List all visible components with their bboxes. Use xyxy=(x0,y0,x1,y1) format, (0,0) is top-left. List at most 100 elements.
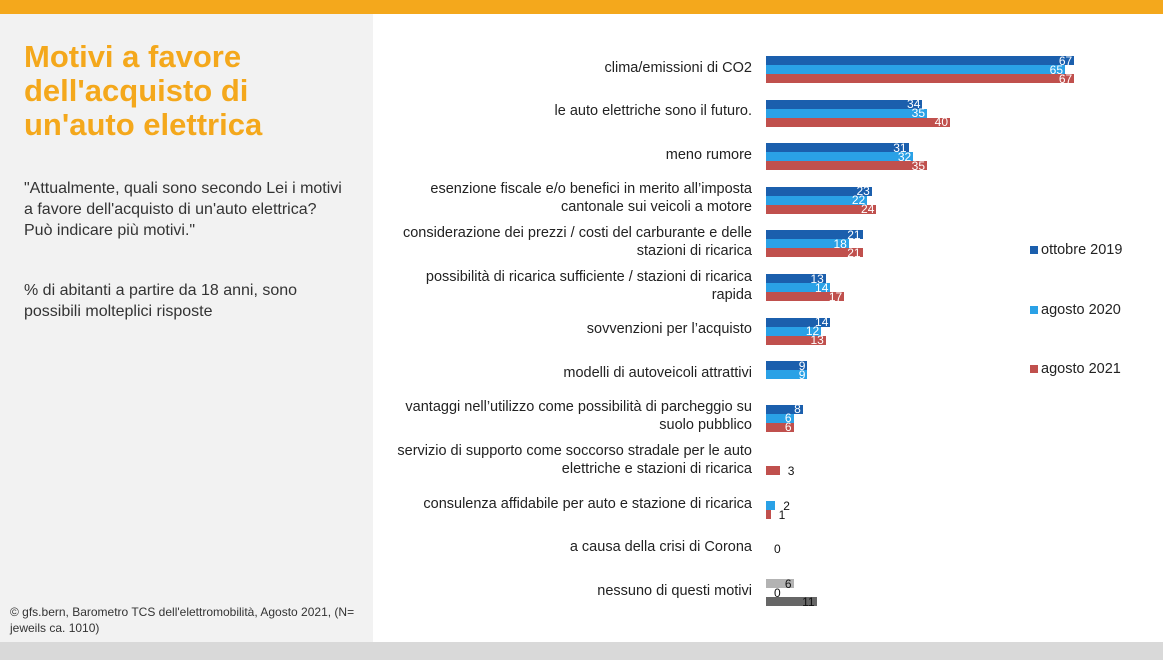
category-label-line: servizio di supporto come soccorso strad… xyxy=(397,442,752,459)
bar-value-label: 6 xyxy=(784,576,792,591)
category-label-line: sovvenzioni per l’acquisto xyxy=(586,321,752,338)
category-label: consulenza affidabile per auto e stazion… xyxy=(376,495,752,513)
bar-value-label: 2 xyxy=(783,498,790,513)
bar xyxy=(766,404,803,414)
bar xyxy=(766,74,1075,83)
legend-label-2020: agosto 2020 xyxy=(1041,302,1121,318)
category-label: vantaggi nell’utilizzo come possibilità … xyxy=(376,398,752,434)
bar xyxy=(766,361,808,371)
bar-value-label: 35 xyxy=(911,106,925,121)
bar-value-label: 0 xyxy=(774,542,781,557)
bar xyxy=(766,413,794,423)
bar-value-label: 3 xyxy=(787,463,795,478)
legend-swatch-2020 xyxy=(1030,306,1038,314)
bar xyxy=(766,597,817,607)
bar-value-label: 18 xyxy=(833,236,847,251)
bar-value-label: 0 xyxy=(774,585,781,600)
category-label-line: consulenza affidabile per auto e stazion… xyxy=(423,495,752,512)
category-label-line: possibilità di ricarica sufficiente / st… xyxy=(425,268,752,285)
bar xyxy=(766,186,872,196)
legend-swatch-2019 xyxy=(1030,246,1038,254)
bar-value-label: 65 xyxy=(1049,62,1063,77)
bar xyxy=(766,466,780,476)
category-label: sovvenzioni per l’acquisto xyxy=(376,320,752,338)
category-label-line: modelli di autoveicoli attrattivi xyxy=(563,364,752,381)
side-panel xyxy=(0,14,373,642)
category-label: nessuno di questi motivi xyxy=(376,582,752,600)
category-label-line: le auto elettriche sono il futuro. xyxy=(554,103,752,120)
bar xyxy=(766,143,909,153)
category-label-line: vantaggi nell’utilizzo come possibilità … xyxy=(405,399,752,416)
bar-value-label: 40 xyxy=(934,115,948,130)
bar-value-label: 35 xyxy=(911,158,925,173)
bar-value-label: 32 xyxy=(897,149,912,164)
bar xyxy=(766,239,849,249)
bar xyxy=(766,274,826,283)
bar-value-label: 14 xyxy=(815,315,829,330)
category-label-line: considerazione dei prezzi / costi del ca… xyxy=(402,224,752,241)
bar-value-label: 31 xyxy=(893,140,907,155)
legend-swatch-2021 xyxy=(1030,365,1038,373)
category-label-line: nessuno di questi motivi xyxy=(597,582,752,599)
category-label: meno rumore xyxy=(376,146,752,164)
legend-label-2021: agosto 2021 xyxy=(1041,361,1121,377)
bar-value-label: 13 xyxy=(810,271,824,286)
category-label-line: suolo pubblico xyxy=(659,417,752,434)
legend-label-2019: ottobre 2019 xyxy=(1041,242,1123,258)
bar-value-label: 6 xyxy=(784,411,792,426)
bar-value-label: 22 xyxy=(851,193,866,208)
bar xyxy=(766,326,822,336)
bar xyxy=(766,152,914,162)
category-label-line: cantonale sui veicoli a motore xyxy=(560,199,752,216)
bar-value-label: 23 xyxy=(856,184,870,199)
bar xyxy=(766,283,831,292)
bottom-bar xyxy=(0,642,1163,660)
bar xyxy=(766,204,877,214)
category-label-line: rapida xyxy=(711,286,752,303)
bar xyxy=(766,422,794,432)
bar-value-label: 67 xyxy=(1058,71,1073,86)
bar xyxy=(766,195,868,205)
category-label: esenzione fiscale e/o benefici in merito… xyxy=(376,180,752,216)
category-label-line: a causa della crisi di Corona xyxy=(569,539,752,556)
bar xyxy=(766,501,776,510)
category-label: considerazione dei prezzi / costi del ca… xyxy=(376,224,752,260)
category-label: possibilità di ricarica sufficiente / st… xyxy=(376,268,752,304)
bar-value-label: 13 xyxy=(810,333,824,348)
category-label: servizio di supporto come soccorso strad… xyxy=(376,442,752,478)
page-title: Motivi a favore dell'acquisto di un'auto… xyxy=(24,39,263,142)
bar-value-label: 21 xyxy=(847,227,861,242)
bar-value-label: 12 xyxy=(805,324,820,339)
bar xyxy=(766,292,845,301)
bar xyxy=(766,370,808,380)
bar-value-label: 9 xyxy=(798,358,806,373)
bar xyxy=(766,56,1075,65)
bar xyxy=(766,161,927,171)
bar xyxy=(766,248,863,258)
bar xyxy=(766,117,950,127)
bar-value-label: 1 xyxy=(778,507,786,522)
bar-value-label: 14 xyxy=(815,280,829,295)
bar-value-label: 11 xyxy=(802,594,815,609)
bar xyxy=(766,579,794,589)
category-label-line: elettriche e stazioni di ricarica xyxy=(561,460,752,477)
bar-value-label: 34 xyxy=(907,97,921,112)
bar-value-label: 21 xyxy=(847,245,861,260)
bar xyxy=(766,108,927,118)
category-label-line: esenzione fiscale e/o benefici in merito… xyxy=(430,181,752,198)
category-label-line: clima/emissioni di CO2 xyxy=(604,59,752,76)
bar xyxy=(766,230,863,240)
category-label: clima/emissioni di CO2 xyxy=(376,59,752,77)
top-accent-bar xyxy=(0,0,1163,14)
category-label-line: stazioni di ricarica xyxy=(636,242,752,259)
population-note: % di abitanti a partire da 18 anni, sono… xyxy=(24,282,298,320)
category-label: le auto elettriche sono il futuro. xyxy=(376,102,752,120)
bar xyxy=(766,335,826,345)
bar xyxy=(766,65,1065,74)
bar-value-label: 24 xyxy=(861,202,875,217)
category-label-line: meno rumore xyxy=(665,146,752,163)
bar xyxy=(766,99,923,109)
bar xyxy=(766,510,771,519)
source-note: © gfs.bern, Barometro TCS dell'elettromo… xyxy=(10,605,355,635)
bar-value-label: 6 xyxy=(784,420,792,435)
